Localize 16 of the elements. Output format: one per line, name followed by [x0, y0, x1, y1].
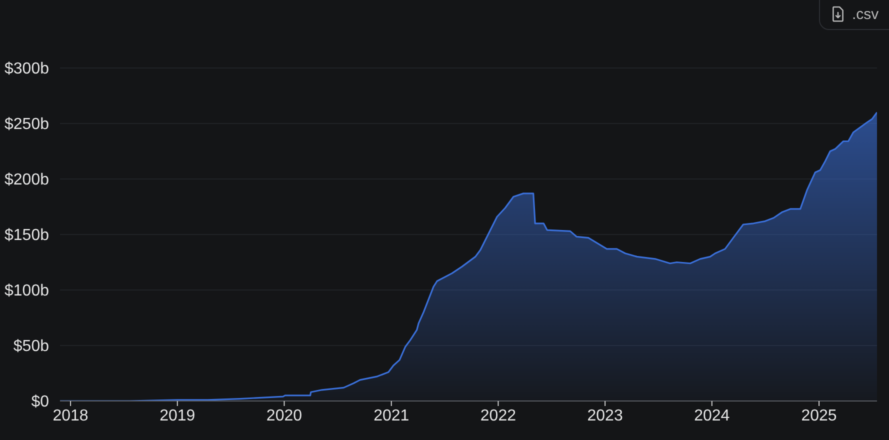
y-tick-label: $150b — [4, 227, 50, 244]
x-tick-label: 2023 — [587, 407, 623, 424]
y-tick-label: $0 — [31, 394, 50, 411]
x-tick-label: 2019 — [160, 407, 196, 424]
y-tick-label: $250b — [4, 116, 50, 134]
x-tick-label: 2022 — [480, 407, 516, 424]
y-tick-label: $100b — [4, 282, 50, 300]
x-tick-label: 2020 — [266, 407, 302, 424]
y-tick-label: $200b — [4, 172, 50, 189]
x-tick-label: 2021 — [374, 407, 410, 424]
y-tick-label: $300b — [4, 60, 50, 78]
download-button: .csv — [819, 0, 889, 30]
x-tick-label: 2024 — [694, 407, 730, 424]
x-tick-label: 2025 — [801, 407, 837, 424]
y-tick-label: $50b — [13, 338, 50, 356]
x-tick-label: 2018 — [52, 407, 88, 424]
